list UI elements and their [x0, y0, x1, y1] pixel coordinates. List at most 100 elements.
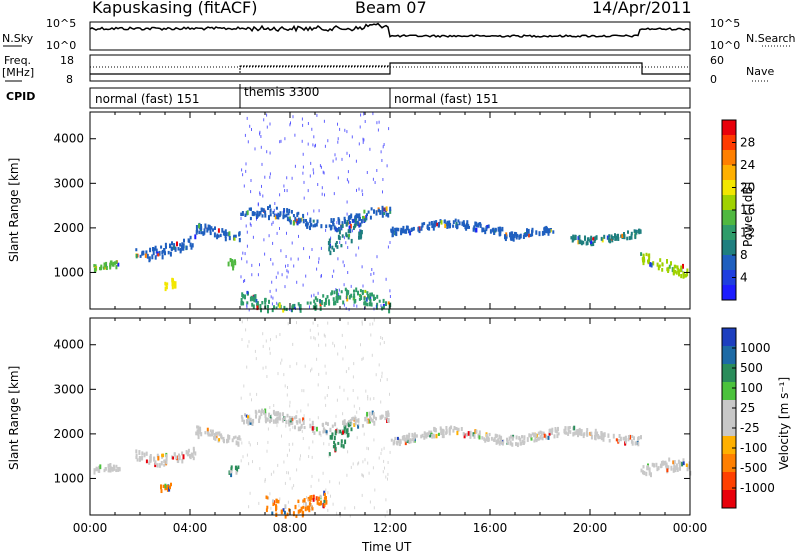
- velocity-noise-cell: [265, 339, 267, 343]
- power-echo-cell: [111, 263, 114, 267]
- power-echo-cell: [360, 295, 363, 300]
- power-noise-cell: [245, 169, 247, 173]
- power-noise-cell: [382, 178, 384, 181]
- power-echo-cell: [634, 234, 637, 240]
- power-echo-cell: [378, 299, 381, 303]
- power-echo-cell: [465, 225, 468, 231]
- power-echo-cell: [545, 227, 548, 232]
- power-noise-cell: [369, 147, 371, 151]
- power-echo-cell: [320, 224, 323, 229]
- power-echo-cell: [285, 213, 288, 218]
- velocity-echo-cell: [541, 436, 544, 441]
- velocity-echo-cell: [172, 456, 175, 460]
- velocity-echo-cell: [412, 439, 415, 443]
- power-echo-cell: [543, 227, 546, 231]
- velocity-colorbar-tick-label: -25: [740, 421, 760, 435]
- power-echo-cell: [231, 259, 234, 264]
- velocity-echo-cell: [323, 496, 326, 500]
- power-colorbar-segment: [722, 210, 736, 226]
- power-echo-cell: [294, 216, 297, 222]
- velocity-colorbar-segment: [722, 490, 736, 509]
- power-colorbar-tick-label: 16: [740, 203, 755, 217]
- velocity-colorbar-segment: [722, 436, 736, 455]
- power-noise-cell: [325, 228, 327, 232]
- power-echo-cell: [638, 229, 641, 235]
- velocity-noise-cell: [358, 423, 360, 426]
- power-echo-cell: [146, 253, 149, 259]
- velocity-xtick-label: 16:00: [473, 521, 508, 535]
- velocity-echo-cell: [398, 441, 401, 447]
- power-noise-cell: [294, 133, 296, 137]
- power-echo-cell: [673, 264, 676, 269]
- power-echo-cell: [230, 261, 233, 267]
- velocity-echo-cell: [675, 465, 678, 470]
- power-echo-cell: [251, 211, 254, 216]
- velocity-echo-cell: [170, 482, 172, 487]
- power-echo-cell: [395, 227, 398, 232]
- velocity-echo-cell: [145, 451, 148, 456]
- power-noise-cell: [380, 304, 382, 308]
- power-echo-cell: [309, 223, 312, 228]
- power-colorbar-segment: [722, 195, 736, 211]
- velocity-echo-cell: [230, 465, 233, 469]
- velocity-echo-cell: [353, 423, 356, 427]
- power-noise-cell: [339, 241, 341, 244]
- power-noise-cell: [380, 150, 382, 154]
- velocity-noise-cell: [349, 422, 351, 426]
- velocity-echo-cell: [557, 426, 559, 432]
- velocity-noise-cell: [262, 344, 264, 348]
- velocity-noise-cell: [257, 442, 258, 445]
- power-echo-cell: [333, 225, 336, 230]
- velocity-echo-cell: [563, 428, 566, 434]
- velocity-colorbar-segment: [722, 346, 736, 365]
- power-echo-cell: [403, 229, 406, 234]
- power-echo-cell: [228, 231, 231, 236]
- velocity-noise-cell: [292, 442, 294, 446]
- nsearch-tick-bottom: 10^0: [710, 39, 741, 52]
- velocity-echo-cell: [494, 433, 497, 438]
- power-echo-cell: [672, 267, 675, 273]
- velocity-echo-cell: [595, 431, 598, 437]
- velocity-echo-cell: [373, 420, 376, 426]
- power-noise-cell: [302, 283, 304, 287]
- velocity-echo-cell: [295, 415, 298, 419]
- power-echo-cell: [183, 238, 185, 243]
- power-echo-cell: [363, 215, 366, 221]
- velocity-echo-cell: [288, 422, 291, 427]
- power-echo-cell: [626, 236, 629, 241]
- velocity-echo-cell: [354, 421, 357, 426]
- velocity-echo-cell: [135, 449, 138, 454]
- power-echo-cell: [100, 266, 102, 271]
- power-echo-cell: [649, 262, 652, 267]
- velocity-noise-cell: [289, 477, 291, 481]
- power-echo-cell: [657, 265, 660, 271]
- freq-tick-top: 18: [60, 54, 74, 67]
- power-echo-cell: [94, 267, 97, 273]
- power-noise-cell: [358, 246, 360, 250]
- power-echo-cell: [580, 240, 583, 246]
- power-echo-cell: [363, 296, 366, 301]
- velocity-noise-cell: [337, 430, 339, 434]
- power-echo-cell: [171, 281, 174, 287]
- power-noise-cell: [330, 236, 332, 240]
- power-colorbar-tick-label: 12: [740, 226, 755, 240]
- power-noise-cell: [280, 139, 282, 143]
- velocity-echo-cell: [311, 420, 314, 426]
- velocity-echo-cell: [209, 429, 212, 433]
- power-noise-cell: [283, 184, 285, 188]
- power-echo-cell: [501, 226, 504, 232]
- power-echo-cell: [630, 236, 633, 240]
- velocity-noise-cell: [284, 384, 286, 388]
- velocity-echo-cell: [463, 433, 466, 439]
- velocity-noise-cell: [311, 504, 313, 508]
- power-noise-cell: [259, 130, 261, 134]
- velocity-echo-cell: [642, 465, 645, 469]
- power-echo-cell: [484, 229, 487, 235]
- velocity-noise-cell: [344, 423, 346, 427]
- velocity-echo-cell: [590, 431, 593, 435]
- power-noise-cell: [361, 189, 363, 193]
- velocity-colorbar-tick-label: 25: [740, 401, 755, 415]
- power-noise-cell: [323, 119, 325, 123]
- power-noise-cell: [261, 162, 263, 166]
- velocity-echo-cell: [428, 430, 431, 436]
